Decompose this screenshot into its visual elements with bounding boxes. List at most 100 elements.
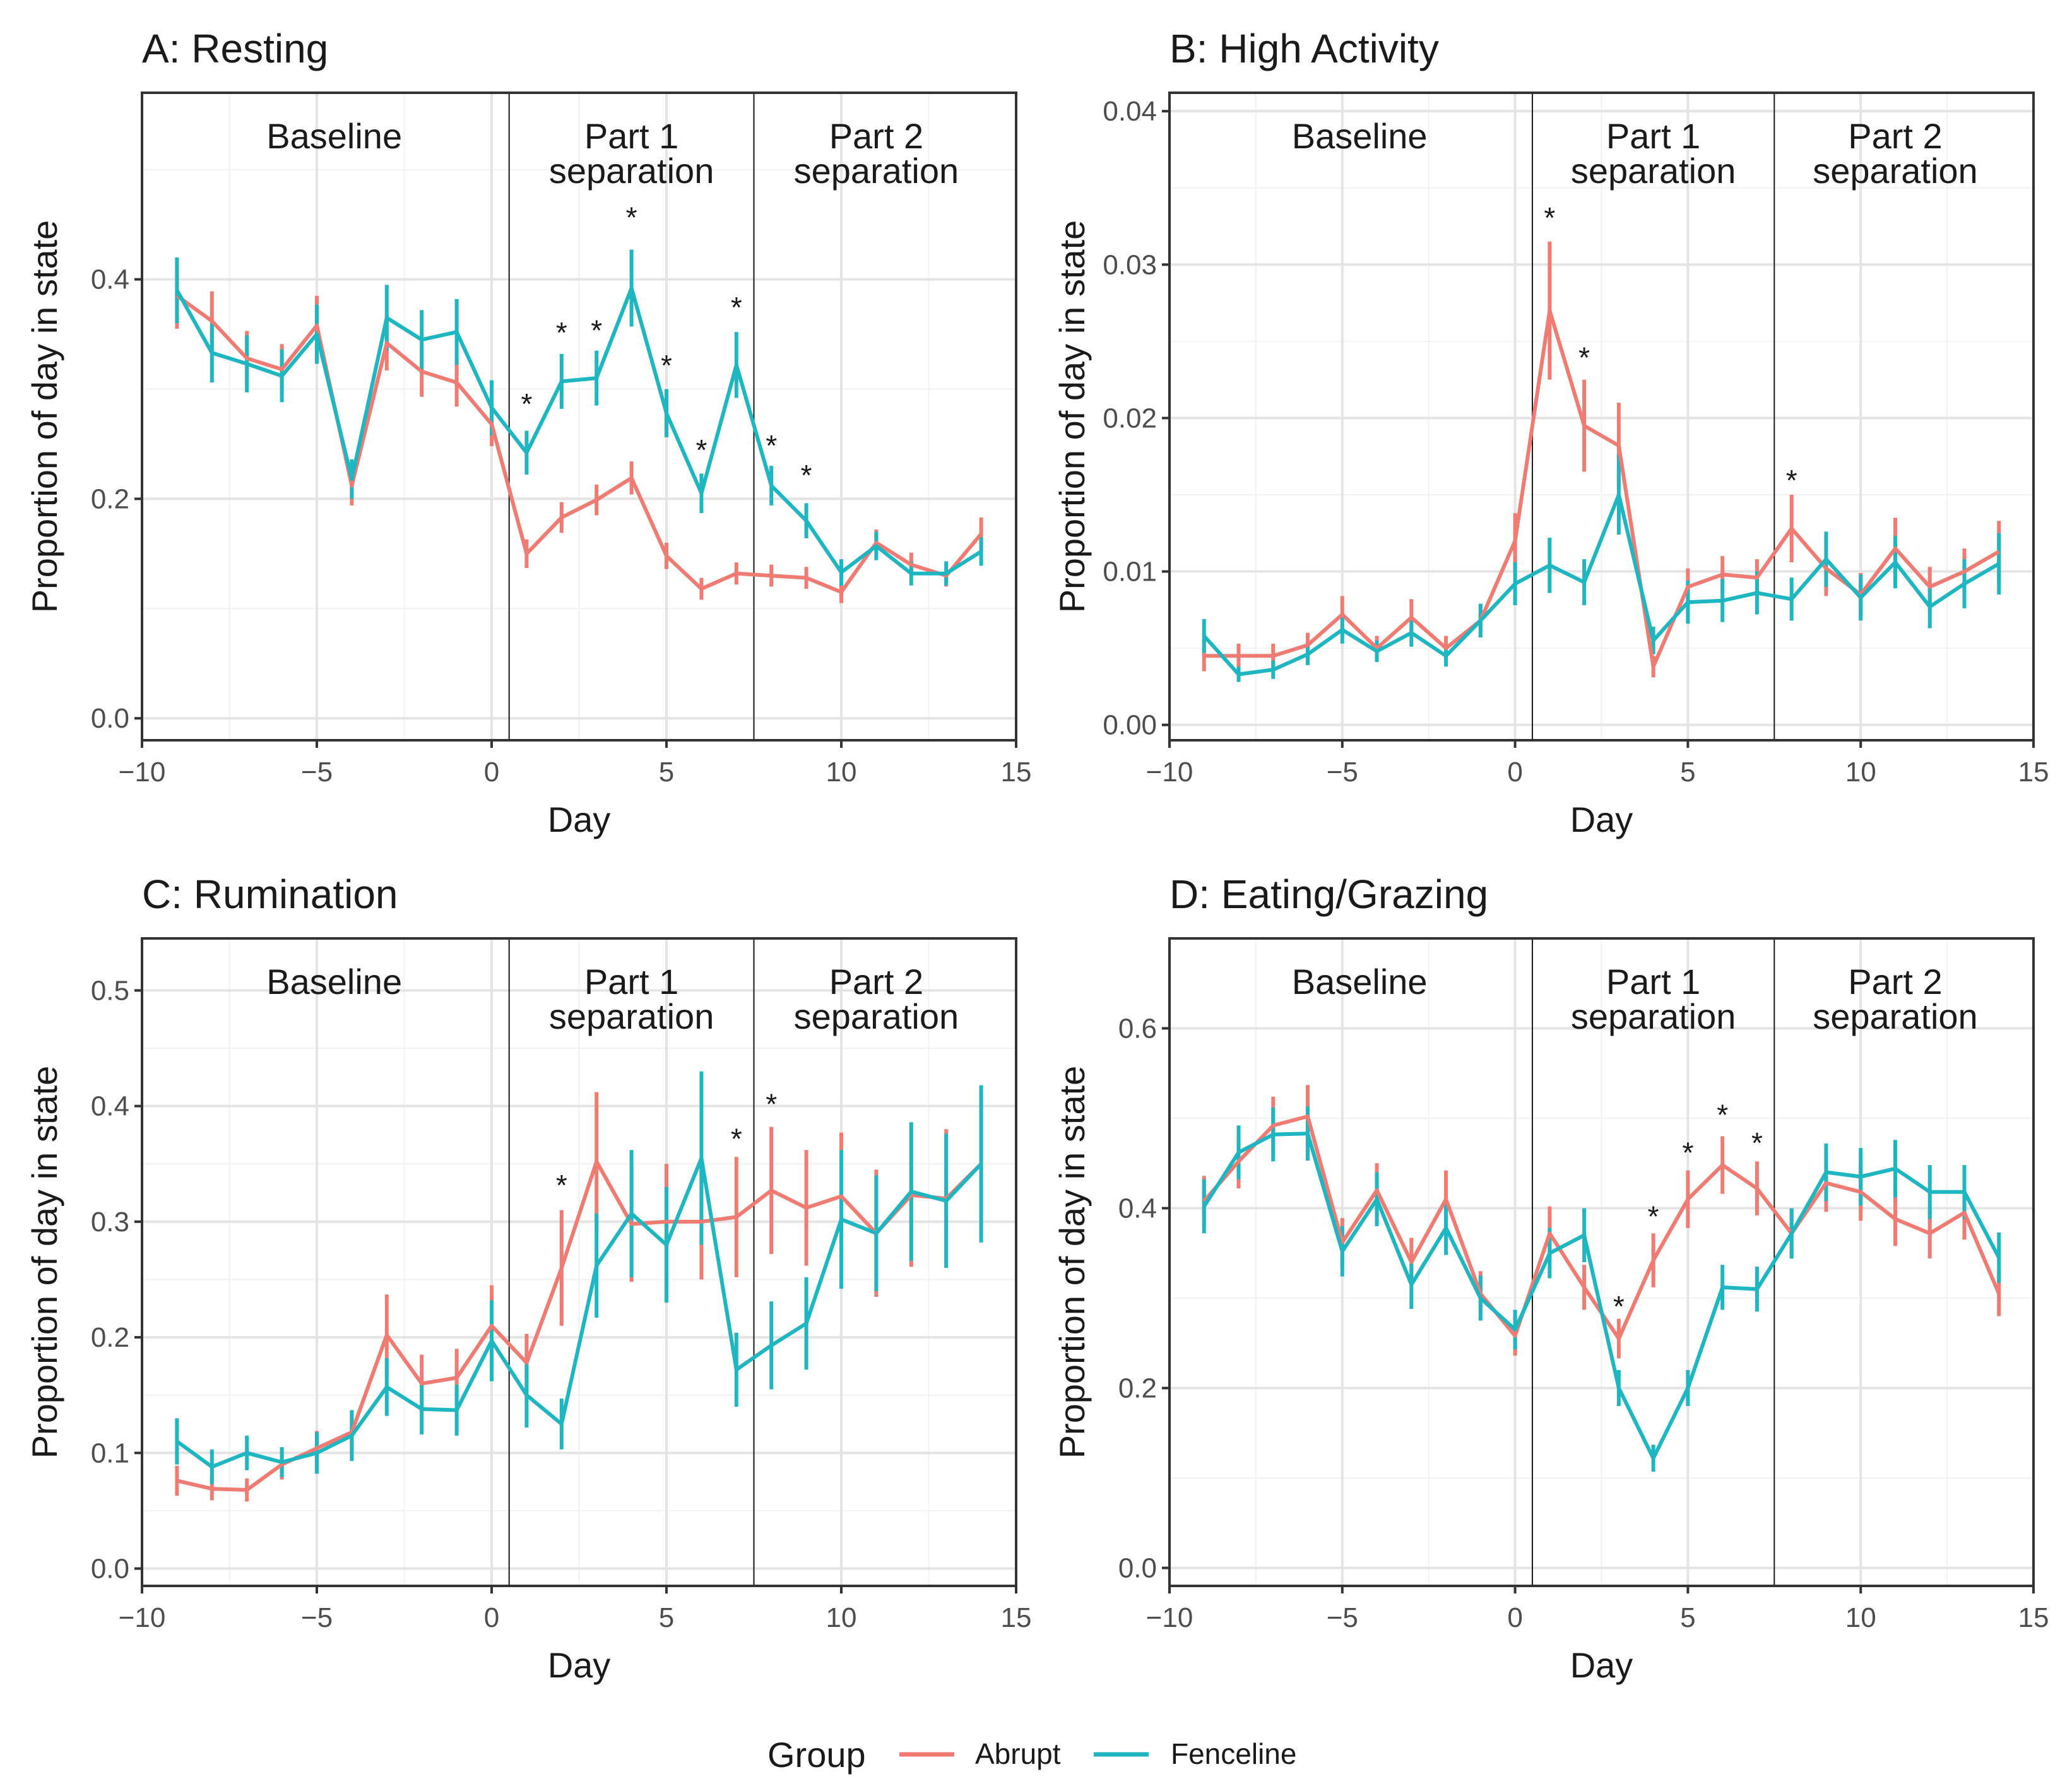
- chart3-y-tick-label-0_1: 0.1: [91, 1438, 129, 1469]
- chart3-phase-label-2-line-1: Part 1: [584, 962, 678, 1002]
- chart2-y-axis-title: Proportion of day in state: [1052, 220, 1092, 613]
- chart2-y-tick-label-0_04: 0.04: [1103, 96, 1157, 127]
- chart1-series-abrupt-line: [175, 294, 983, 594]
- chart3-significance-marker-day-8: *: [766, 1088, 777, 1121]
- chart3-title: C: Rumination: [142, 872, 398, 917]
- chart3-phase-label-3-line-2: separation: [794, 996, 959, 1036]
- chart1-significance-marker-day-7: *: [731, 291, 742, 324]
- chart3-series-abrupt-line: [176, 1159, 983, 1492]
- chart4-phase-label-3-line-2: separation: [1813, 996, 1978, 1036]
- chart2-x-tick-label-15: 15: [2018, 757, 2049, 788]
- chart1-panel-border: [141, 92, 1017, 742]
- chart4-series-fenceline-line: [1202, 1132, 2001, 1460]
- chart1-significance-marker-day-2: *: [556, 316, 567, 349]
- chart2-series-abrupt-line: [1204, 309, 2000, 669]
- chart2-x-tick-label-10: 10: [1845, 757, 1876, 788]
- legend-label-abrupt: Abrupt: [975, 1737, 1061, 1770]
- chart1-title: A: Resting: [142, 26, 328, 71]
- chart2-x-tick-label-_5: −5: [1327, 757, 1358, 788]
- chart4-x-tick-label-_5: −5: [1327, 1602, 1358, 1633]
- legend-label-fenceline: Fenceline: [1171, 1737, 1296, 1770]
- chart2-x-tick-label-5: 5: [1680, 757, 1695, 788]
- chart2-significance-marker-day-2: *: [1578, 341, 1590, 374]
- chart3-phase-label-1-line-1: Baseline: [266, 962, 402, 1002]
- chart1-x-tick-label-10: 10: [826, 757, 857, 788]
- chart2-y-tick-label-0_01: 0.01: [1103, 557, 1157, 588]
- chart3-x-tick-label-_5: −5: [301, 1602, 333, 1633]
- chart2-title: B: High Activity: [1169, 26, 1439, 71]
- chart1-x-axis-title: Day: [548, 800, 611, 839]
- chart1-significance-marker-day-5: *: [661, 349, 672, 382]
- chart4-x-tick-label-15: 15: [2018, 1602, 2049, 1633]
- chart3-x-tick-label-_10: −10: [119, 1602, 166, 1633]
- chart2-phase-label-2-line-1: Part 1: [1606, 116, 1700, 156]
- chart1-phase-label-1-line-1: Baseline: [266, 116, 402, 156]
- chart1-phase-label-2-line-2: separation: [549, 151, 714, 191]
- chart3-series-fenceline-line: [175, 1156, 983, 1469]
- chart4-x-tick-label-_10: −10: [1146, 1602, 1193, 1633]
- legend: Group Abrupt Fenceline: [767, 1735, 1296, 1775]
- chart3-panel-border: [141, 937, 1017, 1587]
- chart3-x-tick-label-10: 10: [826, 1602, 857, 1633]
- chart1-significance-marker-day-4: *: [626, 201, 637, 233]
- chart3-phase-label-2-line-2: separation: [549, 996, 714, 1036]
- chart4-panel-border: [1168, 937, 2035, 1587]
- chart1-x-tick-label-0: 0: [484, 757, 499, 788]
- chart4-phase-label-3-line-1: Part 2: [1848, 962, 1942, 1002]
- chart1-significance-marker-day-8: *: [766, 429, 777, 462]
- chart2-phase-label-3-line-1: Part 2: [1848, 116, 1942, 156]
- chart4-significance-marker-day-3: *: [1613, 1290, 1625, 1323]
- chart1-x-tick-label-15: 15: [1001, 757, 1032, 788]
- chart3-x-axis-title: Day: [548, 1645, 611, 1685]
- chart1-y-tick-label-0_4: 0.4: [91, 264, 129, 295]
- chart1-y-tick-label-0: 0.0: [91, 703, 129, 734]
- chart2-x-tick-label-_10: −10: [1146, 757, 1193, 788]
- chart2: B: High Activity Baseline Part 1 separation…: [1052, 26, 2049, 839]
- chart2-y-tick-label-0_03: 0.03: [1103, 249, 1157, 280]
- chart4-significance-marker-day-5: *: [1682, 1136, 1693, 1169]
- chart4-x-axis-title: Day: [1570, 1645, 1633, 1685]
- chart4-significance-marker-day-6: *: [1717, 1099, 1728, 1132]
- chart2-y-tick-label-0_02: 0.02: [1103, 403, 1157, 434]
- chart4-y-tick-label-0_2: 0.2: [1118, 1373, 1157, 1404]
- chart4-significance-marker-day-7: *: [1751, 1126, 1763, 1159]
- chart2-series-fenceline-line: [1202, 493, 2000, 677]
- chart1-y-axis-title: Proportion of day in state: [25, 220, 64, 613]
- chart3-y-axis-title: Proportion of day in state: [25, 1066, 64, 1459]
- chart4-significance-marker-day-4: *: [1648, 1200, 1659, 1233]
- chart4-phase-label-1-line-1: Baseline: [1292, 962, 1428, 1002]
- chart1-x-tick-label-_5: −5: [301, 757, 333, 788]
- chart1-significance-marker-day-3: *: [591, 314, 602, 346]
- chart3-significance-marker-day-2: *: [556, 1169, 567, 1202]
- chart2-y-tick-label-0: 0.00: [1103, 710, 1157, 741]
- chart4-phase-label-2-line-2: separation: [1571, 996, 1736, 1036]
- chart3-y-tick-label-0_5: 0.5: [91, 975, 129, 1006]
- chart1-y-tick-label-0_2: 0.2: [91, 483, 129, 514]
- chart4-title: D: Eating/Grazing: [1169, 872, 1488, 917]
- chart3-y-tick-label-0: 0.0: [91, 1554, 129, 1585]
- chart3-significance-marker-day-7: *: [731, 1122, 742, 1155]
- chart2-x-axis-title: Day: [1570, 800, 1633, 839]
- legend-title: Group: [767, 1735, 866, 1775]
- chart3-x-tick-label-15: 15: [1001, 1602, 1032, 1633]
- chart1-phase-label-2-line-1: Part 1: [584, 116, 678, 156]
- chart2-x-tick-label-0: 0: [1507, 757, 1522, 788]
- chart1-series-fenceline-line: [175, 286, 983, 576]
- chart4-y-tick-label-0: 0.0: [1118, 1553, 1157, 1584]
- chart2-phase-label-1-line-1: Baseline: [1292, 116, 1428, 156]
- chart1-significance-marker-day-1: *: [521, 387, 532, 420]
- chart2-phase-label-3-line-2: separation: [1813, 151, 1978, 191]
- chart4-x-tick-label-10: 10: [1845, 1602, 1876, 1633]
- chart4-phase-label-2-line-1: Part 1: [1606, 962, 1700, 1002]
- chart4-y-tick-label-0_6: 0.6: [1118, 1014, 1157, 1044]
- chart1-phase-label-3-line-1: Part 2: [829, 116, 923, 156]
- chart1-significance-marker-day-6: *: [696, 434, 707, 466]
- chart1-x-tick-label-_10: −10: [119, 757, 166, 788]
- chart3-y-tick-label-0_3: 0.3: [91, 1207, 129, 1238]
- chart1-significance-marker-day-9: *: [801, 459, 812, 492]
- chart3-x-tick-label-0: 0: [484, 1602, 499, 1633]
